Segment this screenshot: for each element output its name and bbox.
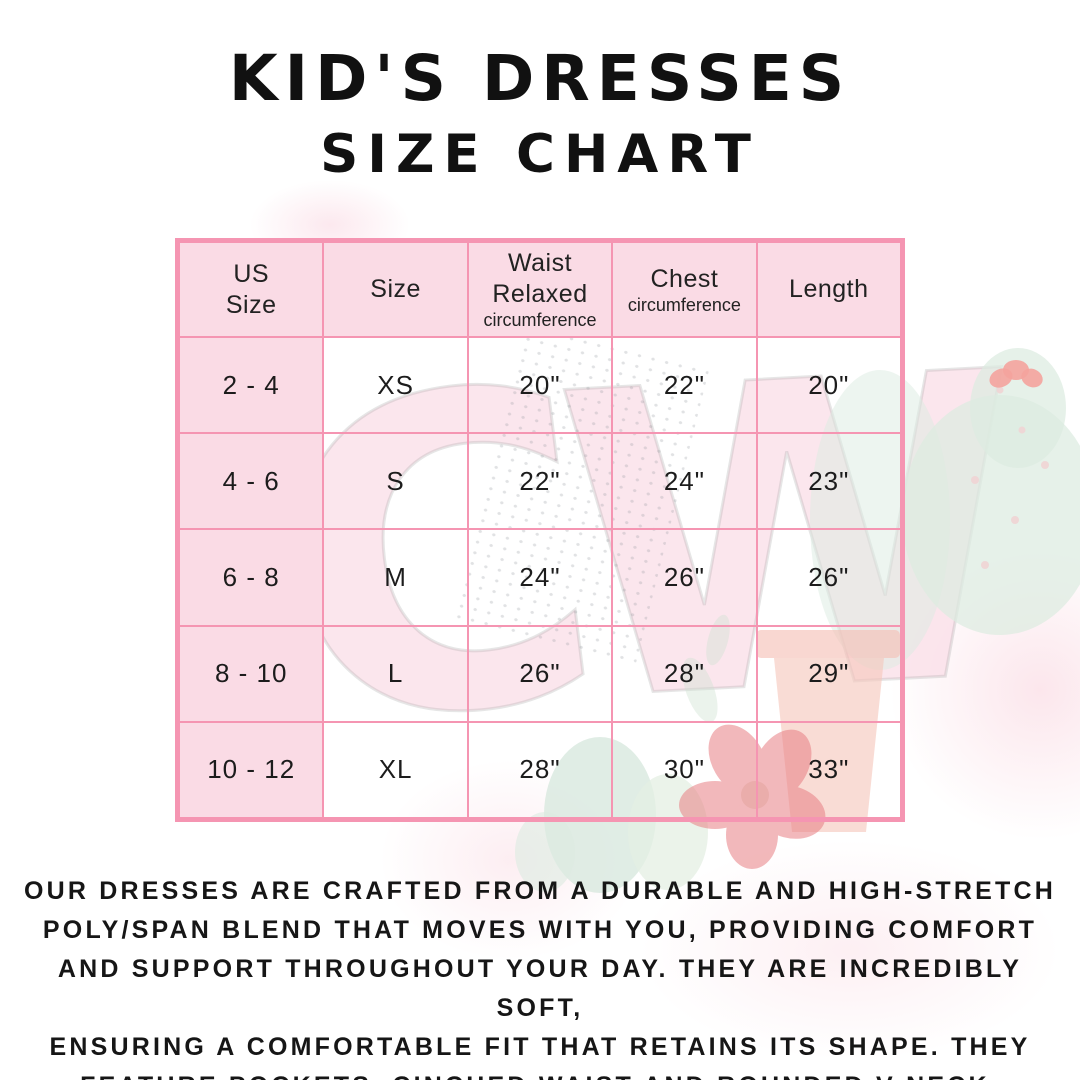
us-size-value: 2 - 4 <box>222 369 280 400</box>
cell-size: S <box>323 433 468 530</box>
cell-us-size: 6 - 8 <box>179 529 324 626</box>
us-size-value: 6 - 8 <box>222 561 280 592</box>
length-value: 33" <box>808 754 850 785</box>
cell-length: 23" <box>756 433 901 530</box>
cell-size: L <box>323 625 468 722</box>
size-value: M <box>384 561 407 592</box>
size-value: S <box>386 465 405 496</box>
cell-size: XS <box>323 337 468 434</box>
cell-waist: 24" <box>467 529 613 626</box>
chest-value: 22" <box>663 369 705 400</box>
size-value: XL <box>378 754 413 785</box>
description-text: OUR DRESSES ARE CRAFTED FROM A DURABLE A… <box>20 872 1060 1080</box>
length-value: 29" <box>808 658 850 689</box>
header-size: Size <box>323 242 468 337</box>
waist-value: 26" <box>519 658 561 689</box>
description-line: AND SUPPORT THROUGHOUT YOUR DAY. THEY AR… <box>57 955 1023 1022</box>
cactus-flower-icon <box>989 360 1043 388</box>
header-sublabel: circumference <box>627 294 741 315</box>
waist-value: 22" <box>519 465 561 496</box>
length-value: 23" <box>808 465 850 496</box>
us-size-value: 4 - 6 <box>222 465 280 496</box>
description-line: FEATURE POCKETS, CINCHED WAIST AND ROUND… <box>20 1067 1060 1080</box>
length-value: 26" <box>808 561 850 592</box>
header-us-size: US Size <box>179 242 324 337</box>
us-size-value: 8 - 10 <box>214 658 288 689</box>
header-label: Size <box>225 290 277 319</box>
cell-length: 20" <box>756 337 901 434</box>
cell-size: M <box>323 529 468 626</box>
description-line: ENSURING A COMFORTABLE FIT THAT RETAINS … <box>49 1033 1031 1061</box>
header-chest: Chest circumference <box>612 242 757 337</box>
cell-size: XL <box>323 721 468 818</box>
cell-waist: 26" <box>467 625 613 722</box>
cell-waist: 22" <box>467 433 613 530</box>
description-line: POLY/SPAN BLEND THAT MOVES WITH YOU, PRO… <box>42 916 1038 944</box>
cell-chest: 26" <box>612 529 757 626</box>
chest-value: 26" <box>663 561 705 592</box>
cell-length: 26" <box>756 529 901 626</box>
waist-value: 24" <box>519 561 561 592</box>
header-label: Relaxed <box>492 280 588 308</box>
chest-value: 24" <box>663 465 705 496</box>
us-size-value: 10 - 12 <box>207 754 296 785</box>
cell-us-size: 2 - 4 <box>179 337 324 434</box>
size-value: L <box>387 658 404 689</box>
header-label: US <box>233 259 270 288</box>
waist-value: 20" <box>519 369 561 400</box>
length-value: 20" <box>808 369 850 400</box>
waist-value: 28" <box>519 754 561 785</box>
cell-chest: 22" <box>612 337 757 434</box>
cell-chest: 28" <box>612 625 757 722</box>
header-label: Waist <box>507 249 573 277</box>
cell-waist: 28" <box>467 721 613 818</box>
header-label: Size <box>370 275 421 303</box>
header-length: Length <box>756 242 901 337</box>
header-label: Length <box>789 275 869 303</box>
page-subtitle: SIZE CHART <box>320 124 760 185</box>
page-title: KID'S DRESSES <box>228 42 852 115</box>
paint-splash <box>890 540 1080 840</box>
cell-chest: 24" <box>612 433 757 530</box>
chest-value: 30" <box>663 754 705 785</box>
cell-length: 29" <box>756 625 901 722</box>
size-chart-table: US Size Size Waist Relaxed circumference… <box>175 238 905 822</box>
cell-us-size: 4 - 6 <box>179 433 324 530</box>
cell-length: 33" <box>756 721 901 818</box>
header-label: Chest <box>650 264 719 293</box>
cell-us-size: 10 - 12 <box>179 721 324 818</box>
size-value: XS <box>377 369 414 400</box>
header-waist: Waist Relaxed circumference <box>467 242 613 337</box>
cell-chest: 30" <box>612 721 757 818</box>
cell-us-size: 8 - 10 <box>179 625 324 722</box>
cell-waist: 20" <box>467 337 613 434</box>
chest-value: 28" <box>663 658 705 689</box>
description-line: OUR DRESSES ARE CRAFTED FROM A DURABLE A… <box>23 877 1057 905</box>
header-sublabel: circumference <box>483 310 597 330</box>
